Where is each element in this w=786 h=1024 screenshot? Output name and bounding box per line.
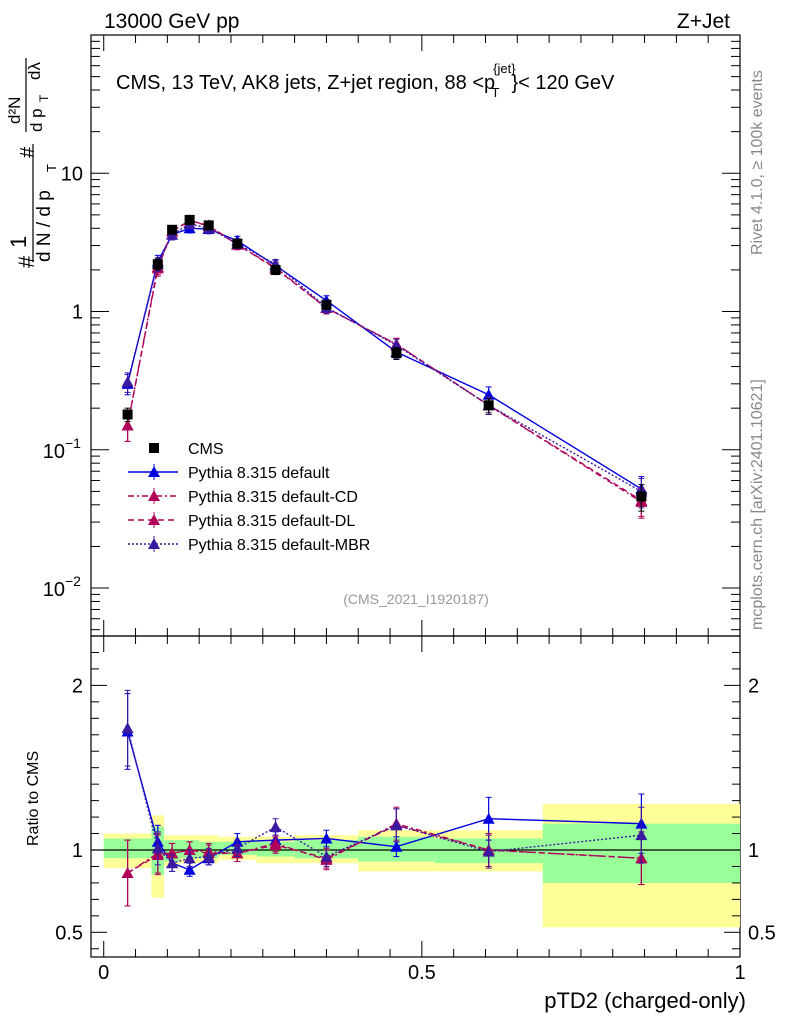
ratio-y-tick-label: 1 — [72, 840, 83, 862]
data-point-mbr — [151, 842, 164, 854]
data-point-dl — [121, 419, 134, 431]
ratio-y-tick-label: 2 — [72, 675, 83, 697]
y-tick-label: 10 — [43, 441, 65, 463]
legend-marker-cd — [148, 490, 160, 501]
legend-marker-dl — [148, 514, 160, 525]
ratio-y-tick-label: 0.5 — [55, 922, 83, 944]
svg-text:T: T — [37, 94, 51, 102]
data-point-cms — [232, 238, 243, 249]
data-point-mbr — [121, 375, 134, 387]
svg-text:1: 1 — [6, 236, 31, 248]
data-point-mbr — [202, 850, 215, 862]
series-line-mbr — [126, 223, 642, 493]
data-point-default — [390, 840, 403, 852]
x-tick-label: 0.5 — [408, 962, 436, 984]
data-point-mbr — [320, 850, 333, 862]
data-point-default — [183, 863, 196, 875]
data-point-mbr — [231, 842, 244, 854]
ratio-y-axis-title: Ratio to CMS — [25, 751, 42, 846]
ratio-series — [121, 689, 648, 907]
y-tick-label: 10 — [43, 579, 65, 601]
data-point-mbr — [269, 820, 282, 832]
legend-label-cd: Pythia 8.315 default-CD — [188, 489, 358, 506]
svg-text:d²N: d²N — [5, 97, 24, 124]
main-y-axis-title: # 1 d N / d p T # d²N d p T dλ — [5, 58, 59, 268]
data-point-cms — [636, 491, 647, 502]
data-point-dl — [121, 867, 134, 879]
header-left: 13000 GeV pp — [104, 10, 239, 33]
rivet-label: Rivet 4.1.0, ≥ 100k events — [749, 70, 766, 255]
legend: CMS Pythia 8.315 default Pythia 8.315 defa… — [128, 441, 370, 554]
chart-title: CMS, 13 TeV, AK8 jets, Z+jet region, 88 … — [116, 61, 615, 100]
legend-label-dl: Pythia 8.315 default-DL — [188, 513, 355, 530]
data-point-cms — [122, 409, 133, 420]
x-tick-label: 1 — [734, 962, 745, 984]
y-tick-label: 10 — [61, 163, 83, 185]
ratio-y-tick-label-right: 1 — [748, 840, 759, 862]
data-point-cms — [270, 264, 281, 275]
data-point-mbr — [121, 722, 134, 734]
y-tick-exponent: −1 — [65, 435, 81, 451]
series-default — [121, 222, 648, 506]
data-point-mbr — [390, 819, 403, 831]
legend-marker-mbr — [148, 538, 160, 549]
ratio-plot-frame — [90, 635, 741, 958]
data-point-mbr — [635, 829, 648, 841]
svg-text:dλ: dλ — [25, 62, 44, 80]
legend-label-cms: CMS — [188, 441, 224, 458]
y-tick-label: 1 — [72, 302, 83, 324]
analysis-watermark: (CMS_2021_I1920187) — [343, 591, 489, 607]
legend-label-mbr: Pythia 8.315 default-MBR — [188, 537, 370, 554]
series-line-mbr — [126, 728, 642, 864]
data-point-cms — [167, 224, 178, 235]
series-line-cd — [126, 219, 642, 503]
data-point-cms — [321, 299, 332, 310]
data-point-cms — [483, 400, 494, 411]
data-point-cms — [391, 348, 402, 359]
data-point-dl — [166, 847, 179, 859]
mcplots-label: mcplots.cern.ch [arXiv:2401.10621] — [749, 379, 766, 630]
y-tick-exponent: −2 — [65, 573, 81, 589]
data-point-cms — [203, 220, 214, 231]
data-point-cms — [184, 214, 195, 225]
ratio-axis-ticks: 0.5 0.51 12 20 0.5 1 — [55, 636, 776, 984]
data-point-dl — [269, 839, 282, 851]
x-axis-title: pTD2 (charged-only) — [544, 988, 746, 1013]
data-point-mbr — [183, 852, 196, 864]
series-line-dl — [126, 219, 642, 502]
series-cms — [122, 214, 647, 512]
data-point-default — [320, 832, 333, 844]
data-point-mbr — [482, 845, 495, 857]
data-point-default — [482, 812, 495, 824]
header-right: Z+Jet — [677, 10, 730, 33]
data-point-cms — [152, 259, 163, 270]
ratio-y-tick-label-right: 0.5 — [748, 922, 776, 944]
svg-text:d N / d p: d N / d p — [34, 190, 55, 262]
data-point-mbr — [166, 857, 179, 869]
x-tick-label: 0 — [98, 962, 109, 984]
svg-text:d p: d p — [27, 108, 46, 132]
legend-label-default: Pythia 8.315 default — [188, 465, 330, 482]
ratio-y-tick-label-right: 2 — [748, 675, 759, 697]
series-mbr — [121, 689, 648, 872]
main-series — [121, 214, 648, 519]
svg-text:T: T — [44, 164, 59, 172]
legend-marker-default — [148, 466, 160, 477]
legend-marker-cms — [149, 443, 159, 453]
svg-text:#: # — [17, 146, 39, 158]
